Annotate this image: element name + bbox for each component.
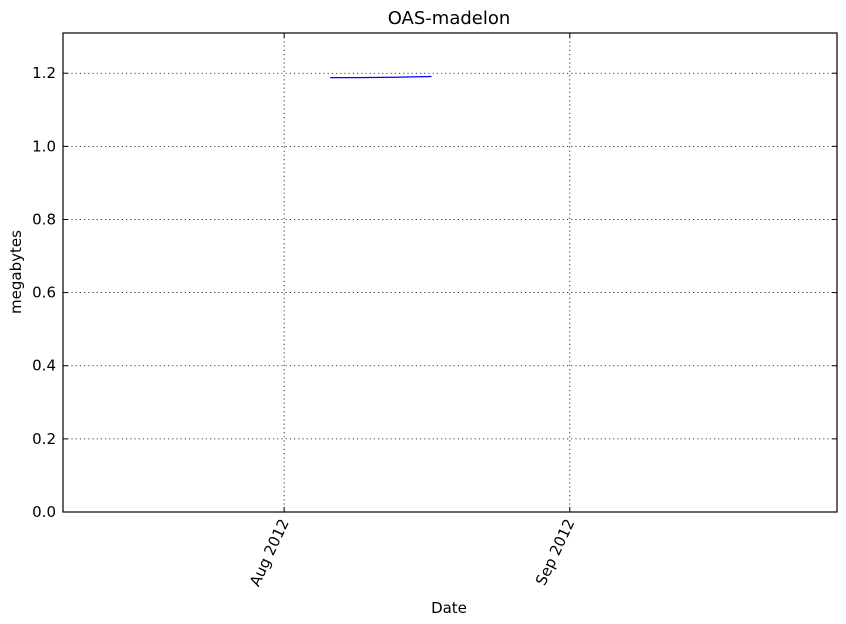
series-line	[330, 75, 432, 79]
y-tick-label: 0.8	[32, 210, 56, 228]
plot-frame	[62, 32, 838, 513]
series-layer	[330, 75, 432, 79]
y-tick-label: 0.4	[32, 357, 56, 375]
y-tick-label: 0.2	[32, 430, 56, 448]
y-axis-label: megabytes	[7, 230, 25, 314]
chart-title: OAS-madelon	[388, 8, 511, 29]
y-tick-label: 0.0	[32, 503, 56, 521]
y-tick-label: 1.0	[32, 137, 56, 155]
x-axis-label: Date	[431, 599, 467, 617]
y-tick-label: 1.2	[32, 64, 56, 82]
y-tick-label: 0.6	[32, 284, 56, 302]
